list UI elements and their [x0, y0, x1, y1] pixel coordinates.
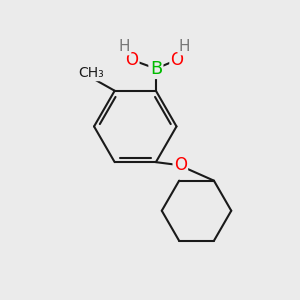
Text: O: O [174, 156, 187, 174]
Text: H: H [179, 39, 190, 54]
Text: H: H [118, 39, 130, 54]
Text: CH₃: CH₃ [78, 66, 104, 80]
Text: O: O [171, 51, 184, 69]
Text: O: O [125, 51, 138, 69]
Text: B: B [150, 60, 162, 78]
